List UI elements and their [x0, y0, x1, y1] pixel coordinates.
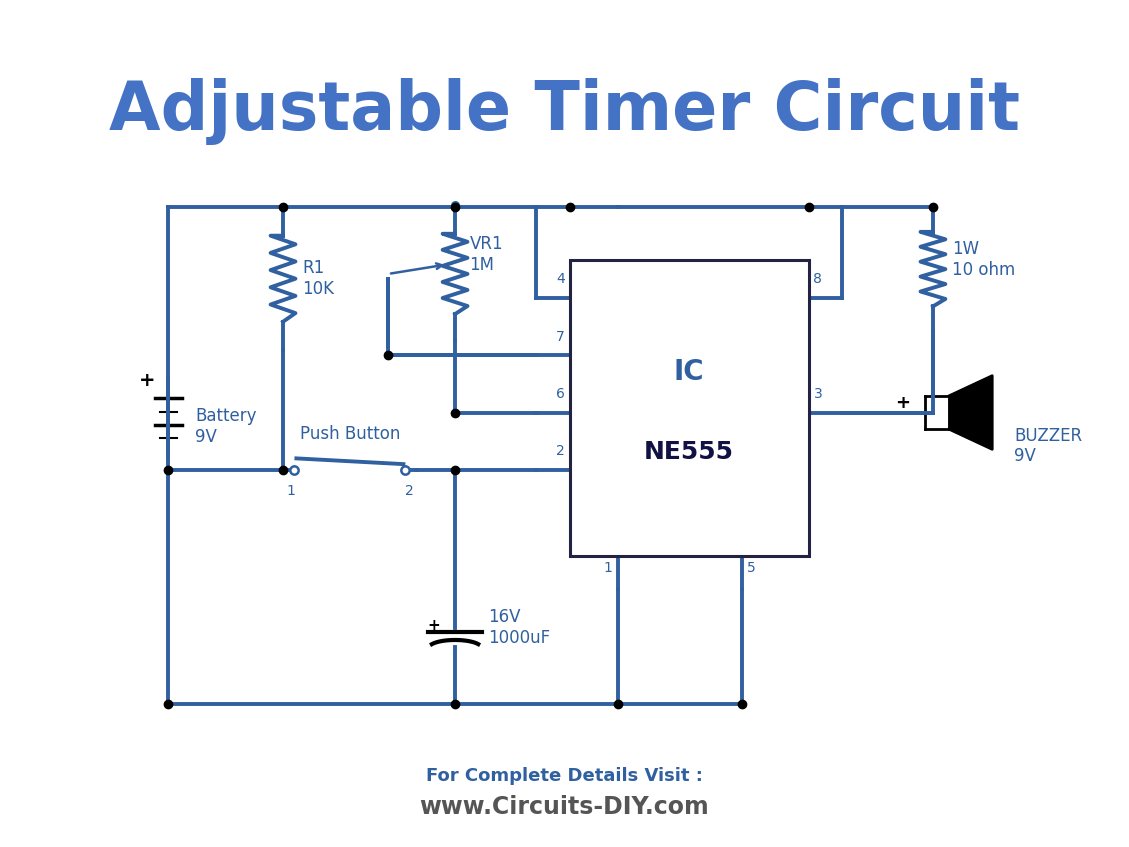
Polygon shape [949, 376, 992, 449]
Text: VR1
1M: VR1 1M [470, 235, 504, 274]
Text: 4: 4 [557, 273, 564, 286]
Text: NE555: NE555 [645, 440, 734, 464]
Text: www.Circuits-DIY.com: www.Circuits-DIY.com [420, 795, 709, 819]
Text: BUZZER
9V: BUZZER 9V [1014, 427, 1083, 465]
Text: Push Button: Push Button [299, 425, 400, 443]
Text: 3: 3 [814, 387, 822, 401]
Text: Adjustable Timer Circuit: Adjustable Timer Circuit [110, 78, 1019, 145]
Text: For Complete Details Visit :: For Complete Details Visit : [426, 767, 703, 784]
Text: R1
10K: R1 10K [303, 259, 334, 298]
Text: 5: 5 [746, 561, 755, 574]
Bar [570, 259, 808, 556]
Text: 2: 2 [557, 445, 564, 458]
Text: IC: IC [674, 358, 704, 386]
Text: Battery
9V: Battery 9V [195, 407, 256, 446]
Text: 2: 2 [405, 484, 413, 498]
Text: +: + [428, 618, 440, 634]
Text: +: + [139, 372, 156, 390]
Text: 16V
1000uF: 16V 1000uF [489, 608, 551, 647]
Text: +: + [895, 394, 910, 412]
Text: 7: 7 [557, 329, 564, 344]
Text: 1W
10 ohm: 1W 10 ohm [952, 241, 1015, 279]
Text: 8: 8 [814, 273, 822, 286]
Text: 1: 1 [287, 484, 295, 498]
Text: 1: 1 [604, 561, 613, 574]
Text: 6: 6 [557, 387, 564, 401]
